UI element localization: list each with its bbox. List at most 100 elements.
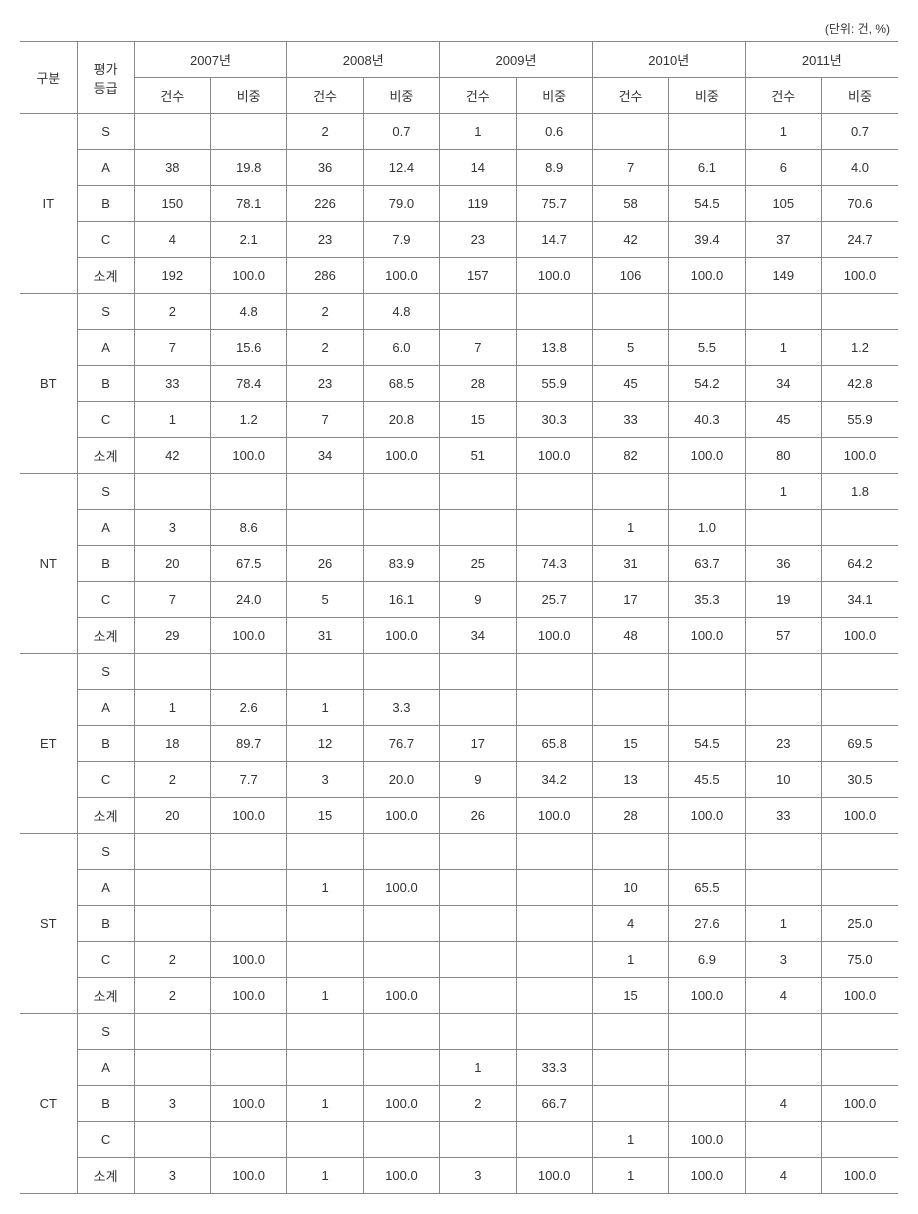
value-cell xyxy=(287,510,363,546)
value-cell: 7.7 xyxy=(211,762,287,798)
value-cell: 8.9 xyxy=(516,150,592,186)
category-cell: CT xyxy=(20,1014,77,1194)
value-cell: 105 xyxy=(745,186,821,222)
value-cell xyxy=(669,690,745,726)
value-cell: 7 xyxy=(592,150,668,186)
value-cell: 100.0 xyxy=(669,978,745,1014)
value-cell: 4.8 xyxy=(211,294,287,330)
value-cell: 5 xyxy=(287,582,363,618)
value-cell xyxy=(592,834,668,870)
value-cell xyxy=(134,114,210,150)
value-cell: 1 xyxy=(592,1158,668,1194)
grade-cell: 소계 xyxy=(77,1158,134,1194)
value-cell xyxy=(745,1122,821,1158)
grade-cell: S xyxy=(77,114,134,150)
value-cell: 7 xyxy=(134,582,210,618)
value-cell xyxy=(287,1122,363,1158)
value-cell: 1 xyxy=(745,330,821,366)
value-cell: 13 xyxy=(592,762,668,798)
value-cell xyxy=(363,942,439,978)
value-cell: 3 xyxy=(134,1158,210,1194)
value-cell: 78.1 xyxy=(211,186,287,222)
value-cell xyxy=(363,654,439,690)
value-cell: 42 xyxy=(134,438,210,474)
value-cell: 4 xyxy=(745,978,821,1014)
table-row: C27.7320.0934.21345.51030.5 xyxy=(20,762,898,798)
value-cell xyxy=(211,870,287,906)
header-year-1: 2008년 xyxy=(287,42,440,78)
value-cell: 2.1 xyxy=(211,222,287,258)
value-cell xyxy=(745,510,821,546)
value-cell: 150 xyxy=(134,186,210,222)
table-row: 소계42100.034100.051100.082100.080100.0 xyxy=(20,438,898,474)
table-header: 구분 평가등급 2007년 2008년 2009년 2010년 2011년 건수… xyxy=(20,42,898,114)
value-cell xyxy=(745,870,821,906)
value-cell xyxy=(822,1050,899,1086)
value-cell: 15 xyxy=(440,402,516,438)
value-cell: 42.8 xyxy=(822,366,899,402)
value-cell xyxy=(211,474,287,510)
value-cell xyxy=(134,906,210,942)
value-cell: 1 xyxy=(592,942,668,978)
value-cell: 14 xyxy=(440,150,516,186)
value-cell xyxy=(211,834,287,870)
value-cell: 2 xyxy=(134,762,210,798)
value-cell: 1.8 xyxy=(822,474,899,510)
value-cell xyxy=(440,1122,516,1158)
value-cell: 34.2 xyxy=(516,762,592,798)
grade-cell: C xyxy=(77,222,134,258)
value-cell xyxy=(669,1050,745,1086)
value-cell xyxy=(822,510,899,546)
header-category: 구분 xyxy=(20,42,77,114)
value-cell: 80 xyxy=(745,438,821,474)
value-cell: 36 xyxy=(287,150,363,186)
grade-cell: C xyxy=(77,582,134,618)
table-row: A38.611.0 xyxy=(20,510,898,546)
value-cell: 192 xyxy=(134,258,210,294)
value-cell: 27.6 xyxy=(669,906,745,942)
value-cell xyxy=(287,942,363,978)
value-cell xyxy=(440,942,516,978)
value-cell xyxy=(440,1014,516,1050)
grade-cell: 소계 xyxy=(77,258,134,294)
value-cell: 26 xyxy=(287,546,363,582)
value-cell: 100.0 xyxy=(363,1158,439,1194)
value-cell: 1 xyxy=(287,870,363,906)
grade-cell: 소계 xyxy=(77,618,134,654)
value-cell: 23 xyxy=(745,726,821,762)
value-cell: 23 xyxy=(440,222,516,258)
grade-cell: B xyxy=(77,366,134,402)
header-ratio: 비중 xyxy=(363,78,439,114)
value-cell: 55.9 xyxy=(822,402,899,438)
value-cell: 1 xyxy=(287,1086,363,1122)
table-row: B3378.42368.52855.94554.23442.8 xyxy=(20,366,898,402)
value-cell xyxy=(669,474,745,510)
value-cell: 34.1 xyxy=(822,582,899,618)
value-cell: 34 xyxy=(287,438,363,474)
value-cell: 25 xyxy=(440,546,516,582)
value-cell: 70.6 xyxy=(822,186,899,222)
value-cell: 9 xyxy=(440,762,516,798)
value-cell xyxy=(592,1014,668,1050)
value-cell: 3 xyxy=(134,510,210,546)
table-row: A3819.83612.4148.976.164.0 xyxy=(20,150,898,186)
value-cell: 100.0 xyxy=(211,978,287,1014)
value-cell: 1 xyxy=(287,690,363,726)
value-cell: 149 xyxy=(745,258,821,294)
table-row: A12.613.3 xyxy=(20,690,898,726)
value-cell: 1 xyxy=(440,1050,516,1086)
value-cell: 100.0 xyxy=(822,1086,899,1122)
value-cell: 66.7 xyxy=(516,1086,592,1122)
value-cell xyxy=(440,834,516,870)
value-cell xyxy=(211,906,287,942)
value-cell: 100.0 xyxy=(822,1158,899,1194)
value-cell: 100.0 xyxy=(669,618,745,654)
value-cell xyxy=(363,834,439,870)
value-cell xyxy=(516,510,592,546)
value-cell: 286 xyxy=(287,258,363,294)
header-ratio: 비중 xyxy=(516,78,592,114)
value-cell: 1 xyxy=(745,906,821,942)
value-cell: 76.7 xyxy=(363,726,439,762)
value-cell xyxy=(440,978,516,1014)
value-cell xyxy=(745,834,821,870)
